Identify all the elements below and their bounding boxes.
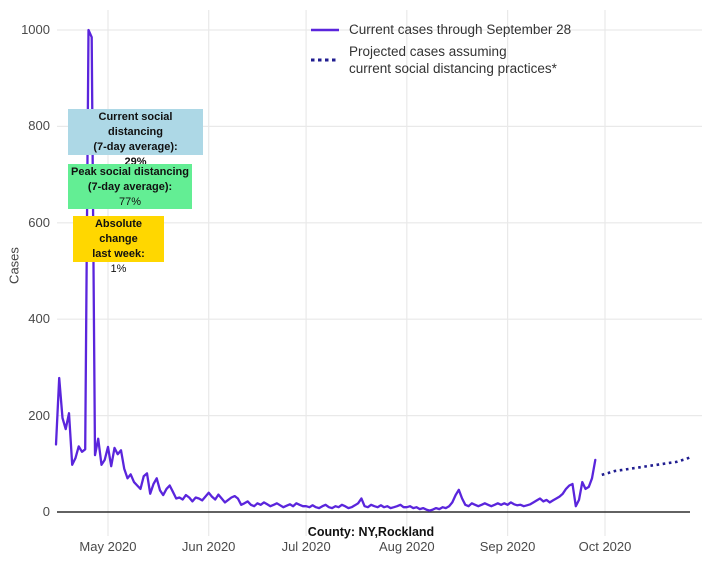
annotation-current-distancing: Current social distancing (7-day average… xyxy=(68,109,203,168)
y-axis-title: Cases xyxy=(6,247,22,284)
annotation-line: Absolute change xyxy=(94,218,143,245)
solid-line-swatch xyxy=(311,28,339,31)
legend: Current cases through September 28 Proje… xyxy=(310,21,571,77)
x-tick-label: May 2020 xyxy=(79,539,137,554)
y-tick-label: 200 xyxy=(28,407,50,423)
y-tick-label: 600 xyxy=(28,214,50,230)
legend-item-current[interactable]: Current cases through September 28 xyxy=(310,21,571,38)
annotation-line: Peak social distancing xyxy=(71,166,189,178)
y-tick-label: 1000 xyxy=(21,22,50,37)
annotation-line: (7-day average): xyxy=(93,141,178,153)
annotation-value: 1% xyxy=(110,263,127,275)
x-tick-label: Aug 2020 xyxy=(379,539,435,554)
annotation-line: Current social distancing xyxy=(98,111,173,138)
legend-item-projected[interactable]: Projected cases assuming current social … xyxy=(310,43,571,77)
legend-label-projected: Projected cases assuming current social … xyxy=(349,43,557,77)
legend-label-projected-line2: current social distancing practices* xyxy=(349,61,557,76)
annotation-peak-distancing: Peak social distancing (7-day average): … xyxy=(68,164,192,209)
legend-label-current: Current cases through September 28 xyxy=(349,22,572,37)
y-tick-label: 400 xyxy=(28,311,50,327)
projected-cases-line[interactable] xyxy=(601,456,691,477)
annotation-value: 77% xyxy=(118,196,142,208)
annotation-line: (7-day average): xyxy=(87,181,173,193)
x-tick-label: Oct 2020 xyxy=(578,539,632,554)
x-tick-label: Sep 2020 xyxy=(479,539,536,554)
x-axis-title: County: NY,Rockland xyxy=(307,525,435,539)
legend-label-projected-line1: Projected cases assuming xyxy=(349,44,507,59)
y-tick-label: 0 xyxy=(42,504,50,519)
annotation-absolute-change: Absolute change last week: 1% xyxy=(73,216,164,275)
current-cases-line[interactable] xyxy=(54,28,597,512)
x-tick-label: Jul 2020 xyxy=(281,539,331,554)
annotation-line: last week: xyxy=(92,248,145,260)
x-tick-label: Jun 2020 xyxy=(181,539,236,554)
dotted-line-swatch xyxy=(311,58,339,62)
y-tick-label: 800 xyxy=(28,118,50,134)
